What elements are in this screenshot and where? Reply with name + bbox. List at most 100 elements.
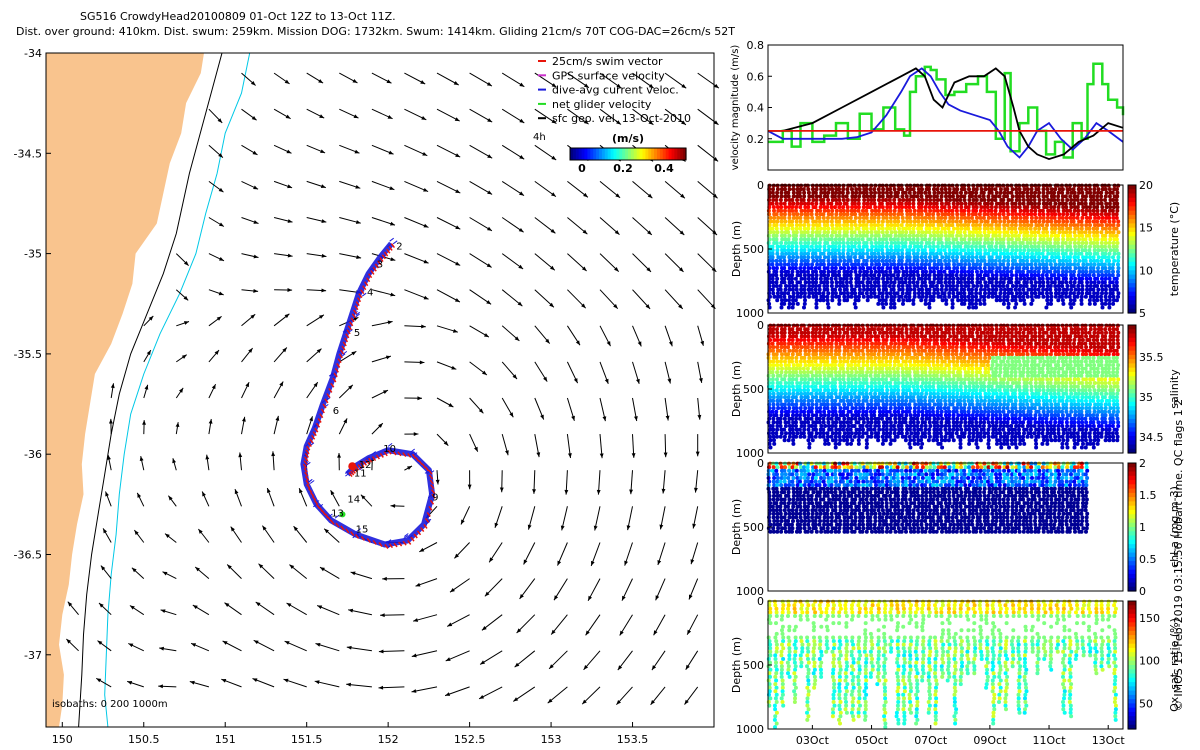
section-sample	[786, 291, 791, 296]
swim-vector	[407, 452, 412, 458]
section-sample	[1091, 226, 1096, 231]
vector-head	[388, 150, 394, 155]
section-sample	[1084, 255, 1089, 260]
colorbar-segment	[645, 148, 649, 160]
section-colorbar-frame	[1127, 184, 1137, 314]
dac-vector	[365, 456, 370, 461]
section-sample	[982, 258, 987, 263]
section-sample	[1060, 298, 1065, 303]
current-vector	[444, 686, 470, 697]
section-sample	[771, 420, 776, 425]
section-sample	[1014, 244, 1019, 249]
section-sample	[799, 212, 804, 217]
section-sample	[1041, 248, 1046, 253]
section-sample	[807, 291, 812, 296]
section-sample	[782, 244, 787, 249]
section-sample	[814, 183, 819, 188]
vector-head	[390, 257, 396, 261]
section-sample	[1025, 255, 1030, 260]
section-sample	[1091, 201, 1096, 206]
section-sample	[869, 223, 874, 228]
colorbar-frame	[569, 147, 687, 161]
section-sample	[1040, 276, 1045, 281]
current-vector	[655, 578, 666, 601]
section-sample	[927, 305, 932, 310]
vector-head	[647, 230, 652, 235]
section-sample	[787, 301, 792, 306]
section-sample	[786, 248, 791, 253]
section-sample	[892, 187, 897, 192]
section-sample	[1049, 198, 1054, 202]
track-day-label: 5	[354, 328, 360, 339]
section-sample	[786, 230, 791, 235]
map-ytick-label: -34.5	[14, 147, 42, 160]
section-sample	[770, 370, 775, 375]
current-vector	[593, 506, 601, 531]
current-vector	[189, 680, 210, 688]
section-sample	[775, 262, 780, 267]
current-vector	[534, 253, 556, 271]
section-sample	[817, 223, 822, 228]
section-sample	[787, 205, 792, 210]
section-sample	[853, 251, 858, 256]
section-sample	[973, 194, 978, 199]
section-sample	[1005, 266, 1010, 271]
section-sample	[872, 201, 877, 206]
section-sample	[767, 305, 772, 310]
colorbar-segment	[578, 148, 583, 160]
section-sample	[958, 233, 963, 238]
section-sample	[795, 301, 800, 306]
section-sample	[889, 294, 894, 299]
section-sample	[1080, 269, 1085, 274]
swim-vector	[426, 511, 431, 517]
section-sample	[936, 183, 941, 188]
section-sample	[959, 226, 964, 231]
section-sample	[779, 212, 784, 217]
section-sample	[815, 409, 819, 414]
section-sample	[786, 190, 791, 195]
section-sample	[844, 284, 849, 288]
vector-head	[144, 384, 149, 390]
section-sample	[938, 258, 943, 263]
current-vector	[102, 528, 112, 543]
section-sample	[874, 262, 879, 267]
section-sample	[977, 201, 982, 206]
section-sample	[1036, 194, 1041, 199]
swim-vector	[362, 285, 367, 291]
section-sample	[928, 194, 933, 199]
section-sample	[791, 201, 796, 206]
section-sample	[775, 424, 780, 428]
section-sample	[791, 187, 796, 192]
section-sample	[900, 233, 905, 238]
section-sample	[1068, 208, 1073, 213]
section-sample	[970, 280, 975, 285]
section-sample	[959, 248, 964, 253]
current-vector	[382, 576, 405, 581]
section-sample	[1021, 201, 1026, 206]
vector-head	[351, 351, 357, 356]
section-sample	[1075, 294, 1080, 299]
section-sample	[768, 230, 773, 235]
vector-head	[593, 525, 598, 531]
current-vector	[534, 180, 557, 198]
section-sample	[959, 205, 964, 210]
section-sample	[931, 215, 936, 220]
section-sample	[865, 230, 870, 235]
section-sample	[805, 395, 810, 400]
swim-vector	[366, 537, 371, 543]
section-sample	[786, 276, 791, 281]
current-vector	[585, 614, 601, 636]
section-sample	[782, 301, 787, 306]
section-sample	[955, 284, 960, 288]
section-sample	[971, 205, 976, 210]
swim-vector	[428, 505, 433, 511]
section-sample	[833, 377, 838, 382]
section-sample	[1099, 198, 1104, 202]
section-sample	[993, 262, 998, 267]
vector-head	[390, 503, 396, 508]
vector-head	[655, 595, 660, 601]
section-sample	[791, 348, 796, 353]
section-sample	[1056, 237, 1061, 242]
section-sample	[1057, 287, 1062, 292]
section-sample	[1009, 183, 1014, 188]
